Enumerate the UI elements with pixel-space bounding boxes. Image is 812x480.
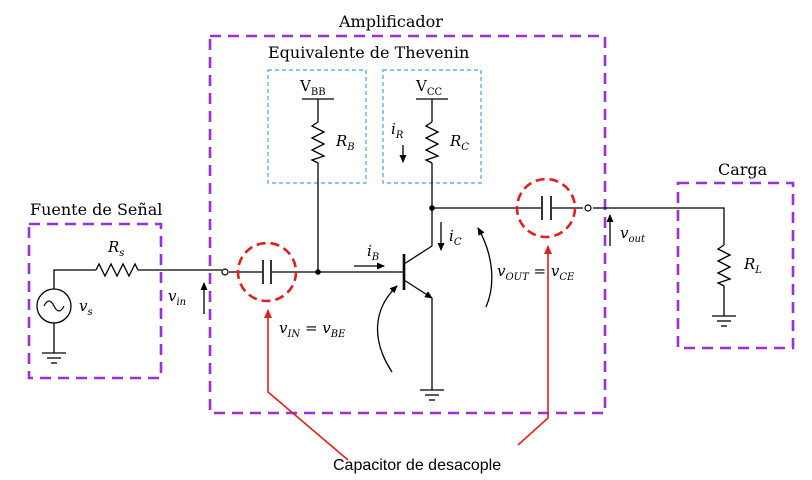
vbb-label: VBB xyxy=(299,77,326,98)
sine-wave-icon xyxy=(43,300,65,312)
rc-label: RC xyxy=(449,132,469,153)
vcc-label: VCC xyxy=(415,77,442,98)
input-terminal xyxy=(221,268,229,276)
rb-resistor xyxy=(310,121,326,164)
ir-label: iR xyxy=(391,120,404,141)
output-to-load-wire xyxy=(593,207,725,245)
rs-resistor xyxy=(95,262,139,278)
vin-vbe-label: vIN = vBE xyxy=(279,319,346,340)
ground-icon xyxy=(420,389,444,401)
amplifier-title: Amplificador xyxy=(338,12,443,31)
ground-icon xyxy=(42,352,66,364)
ground-icon xyxy=(712,315,736,327)
rc-resistor xyxy=(424,121,440,164)
base-node xyxy=(315,269,321,275)
transistor-emitter xyxy=(403,279,433,299)
rl-resistor xyxy=(716,244,732,287)
vin-label: vin xyxy=(168,287,186,308)
load-block xyxy=(676,181,795,350)
signal-source-title: Fuente de Señal xyxy=(30,200,162,219)
source-top-wire xyxy=(53,269,96,290)
vce-curved-arrow xyxy=(477,227,493,308)
signal-source-block xyxy=(27,222,163,380)
input-capacitor-highlight xyxy=(236,241,298,303)
decoupling-capacitor-label: Capacitor de desacople xyxy=(333,457,501,474)
thevenin-title: Equivalente de Thevenin xyxy=(268,43,469,62)
vbe-curved-arrow xyxy=(376,285,398,373)
transistor-collector xyxy=(403,245,433,265)
output-terminal xyxy=(584,204,592,212)
ic-label: iC xyxy=(449,227,462,248)
load-title: Carga xyxy=(718,160,768,179)
input-capacitor-pointer xyxy=(264,309,349,461)
rs-label: Rs xyxy=(107,238,124,259)
thevenin-base-block xyxy=(267,69,367,184)
ib-label: iB xyxy=(367,242,379,263)
rl-label: RL xyxy=(743,255,762,276)
rb-label: RB xyxy=(335,132,355,153)
output-capacitor-pointer xyxy=(517,245,552,446)
vout-label: vout xyxy=(620,224,646,245)
collector-node xyxy=(429,205,435,211)
amplifier-block xyxy=(208,34,607,415)
output-capacitor-highlight xyxy=(515,177,577,239)
vout-vce-label: vOUT = vCE xyxy=(497,262,575,283)
vs-label: vs xyxy=(79,297,93,318)
